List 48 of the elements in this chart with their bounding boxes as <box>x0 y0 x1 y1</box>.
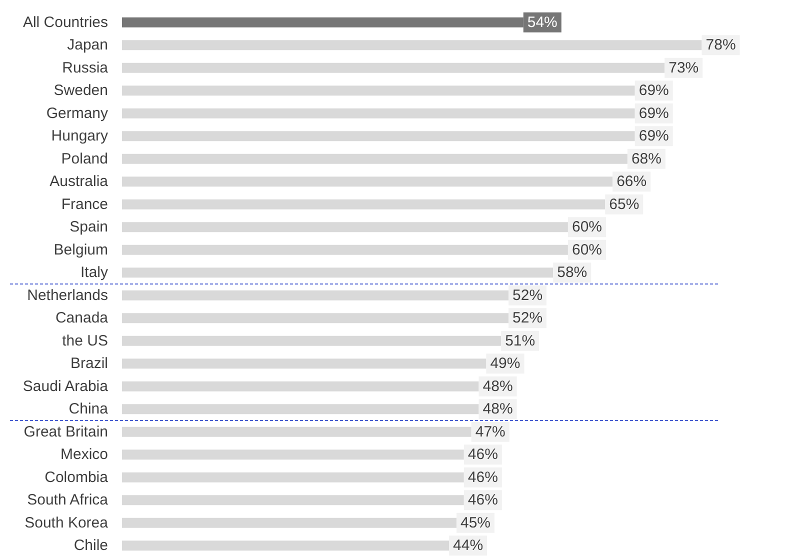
data-label: 52% <box>512 310 543 327</box>
data-label: 66% <box>616 173 647 190</box>
data-label: 46% <box>468 492 498 509</box>
data-label: 51% <box>505 332 536 350</box>
data-label: 47% <box>475 423 506 440</box>
y-tick-label: Russia <box>62 59 109 76</box>
y-tick-label: Colombia <box>44 468 109 486</box>
data-label: 78% <box>706 36 736 54</box>
data-label: 45% <box>460 514 491 532</box>
y-tick-label: the US <box>62 332 108 350</box>
y-tick-label: Hungary <box>51 128 108 145</box>
data-label: 44% <box>453 537 484 554</box>
y-tick-label: South Africa <box>27 492 109 509</box>
y-tick-label: China <box>68 400 109 418</box>
y-tick-label: Mexico <box>60 446 108 464</box>
data-label: 69% <box>638 104 669 122</box>
data-label: 69% <box>638 128 669 145</box>
y-tick-label: Japan <box>67 36 108 54</box>
y-tick-label: All Countries <box>22 14 108 31</box>
data-label: 69% <box>638 82 669 100</box>
y-tick-label: Australia <box>50 173 109 190</box>
data-label: 52% <box>512 286 543 304</box>
data-label: 68% <box>631 150 662 168</box>
y-tick-label: Sweden <box>54 82 108 100</box>
data-label: 60% <box>572 218 602 236</box>
y-tick-label: Germany <box>46 104 108 122</box>
data-label: 46% <box>468 446 498 464</box>
y-tick-label: South Korea <box>24 514 109 532</box>
y-tick-label: Belgium <box>54 241 108 258</box>
data-label: 49% <box>490 355 520 372</box>
data-label: 65% <box>609 196 640 213</box>
y-tick-label: Poland <box>61 150 108 168</box>
data-label: 54% <box>527 14 558 31</box>
y-tick-label: France <box>61 196 108 213</box>
y-tick-label: Saudi Arabia <box>22 378 109 395</box>
y-tick-label: Italy <box>80 264 108 282</box>
y-tick-label: Brazil <box>70 355 108 372</box>
data-label: 46% <box>468 468 498 486</box>
data-label: 48% <box>482 400 513 418</box>
data-label: 48% <box>482 378 513 395</box>
y-tick-label: Canada <box>55 310 109 327</box>
y-tick-label: Great Britain <box>24 423 108 440</box>
data-label: 58% <box>557 264 588 282</box>
y-tick-label: Spain <box>70 218 108 236</box>
data-label: 60% <box>572 241 602 258</box>
y-tick-label: Chile <box>74 537 108 554</box>
y-tick-label: Netherlands <box>27 286 108 304</box>
data-label: 73% <box>668 59 699 76</box>
